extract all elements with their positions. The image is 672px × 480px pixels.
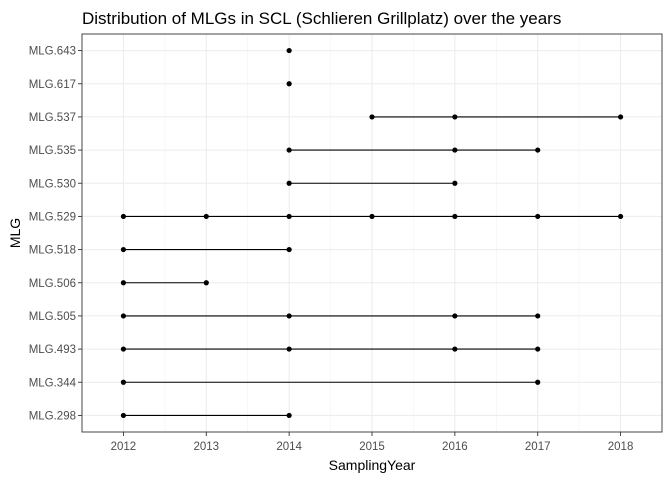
data-point [617, 114, 624, 120]
x-tick-label: 2012 [111, 441, 137, 453]
data-point [203, 280, 209, 286]
data-point [120, 213, 127, 220]
y-tick-label: MLG.535 [29, 145, 76, 157]
data-point [535, 379, 541, 385]
data-point [369, 114, 375, 120]
series-mlg-518 [120, 246, 292, 253]
data-point [120, 246, 127, 253]
series-mlg-505 [120, 313, 541, 319]
data-point [120, 412, 127, 419]
series-mlg-493 [120, 346, 541, 352]
data-point [452, 114, 458, 120]
y-tick-label: MLG.537 [29, 112, 76, 124]
data-point [535, 313, 541, 319]
y-tick-label: MLG.506 [29, 278, 76, 290]
data-point [452, 213, 458, 220]
series-mlg-617 [286, 81, 292, 87]
data-point [286, 81, 292, 87]
data-point [286, 213, 292, 220]
x-tick-label: 2015 [359, 441, 385, 453]
data-point [286, 180, 292, 186]
y-tick-label: MLG.617 [29, 79, 76, 91]
y-tick-label: MLG.518 [29, 245, 76, 257]
data-point [286, 313, 292, 319]
x-tick-label: 2017 [525, 441, 551, 453]
data-point [535, 346, 541, 352]
series-mlg-529 [120, 213, 624, 220]
series-mlg-643 [286, 47, 292, 54]
series-mlg-298 [120, 412, 292, 419]
data-point [286, 47, 292, 54]
data-point [617, 213, 624, 220]
data-point [286, 412, 292, 419]
x-tick-label: 2014 [276, 441, 302, 453]
series-mlg-506 [120, 280, 209, 286]
data-point [120, 313, 127, 319]
data-point [452, 346, 458, 352]
series-mlg-535 [286, 147, 541, 153]
data-point [286, 246, 292, 253]
data-point [535, 147, 541, 153]
data-point [452, 147, 458, 153]
y-tick-label: MLG.643 [29, 46, 76, 58]
x-tick-label: 2016 [442, 441, 468, 453]
series-mlg-530 [286, 180, 458, 186]
y-tick-label: MLG.529 [29, 211, 76, 223]
data-point [203, 213, 209, 220]
series-mlg-344 [120, 379, 541, 385]
data-point [535, 213, 541, 220]
x-tick-label: 2018 [608, 441, 634, 453]
data-point [452, 313, 458, 319]
data-point [452, 180, 458, 186]
data-point [369, 213, 375, 220]
data-point [120, 346, 127, 352]
y-tick-label: MLG.493 [29, 344, 76, 356]
y-tick-label: MLG.530 [29, 178, 76, 190]
y-axis-title: MLG [7, 218, 23, 248]
x-axis-title: SamplingYear [329, 457, 416, 473]
chart-marks [120, 47, 624, 419]
y-tick-label: MLG.298 [29, 410, 76, 422]
series-mlg-537 [369, 114, 624, 120]
x-tick-label: 2013 [193, 441, 219, 453]
axes: 2012 2013 2014 2015 2016 2017 2018 MLG.298 MLG.3… [29, 46, 634, 453]
data-point [286, 346, 292, 352]
chart-title: Distribution of MLGs in SCL (Schlieren G… [82, 9, 561, 28]
data-point [120, 280, 127, 286]
y-tick-label: MLG.344 [29, 377, 77, 389]
y-tick-label: MLG.505 [29, 311, 76, 323]
data-point [286, 147, 292, 153]
data-point [120, 379, 127, 385]
